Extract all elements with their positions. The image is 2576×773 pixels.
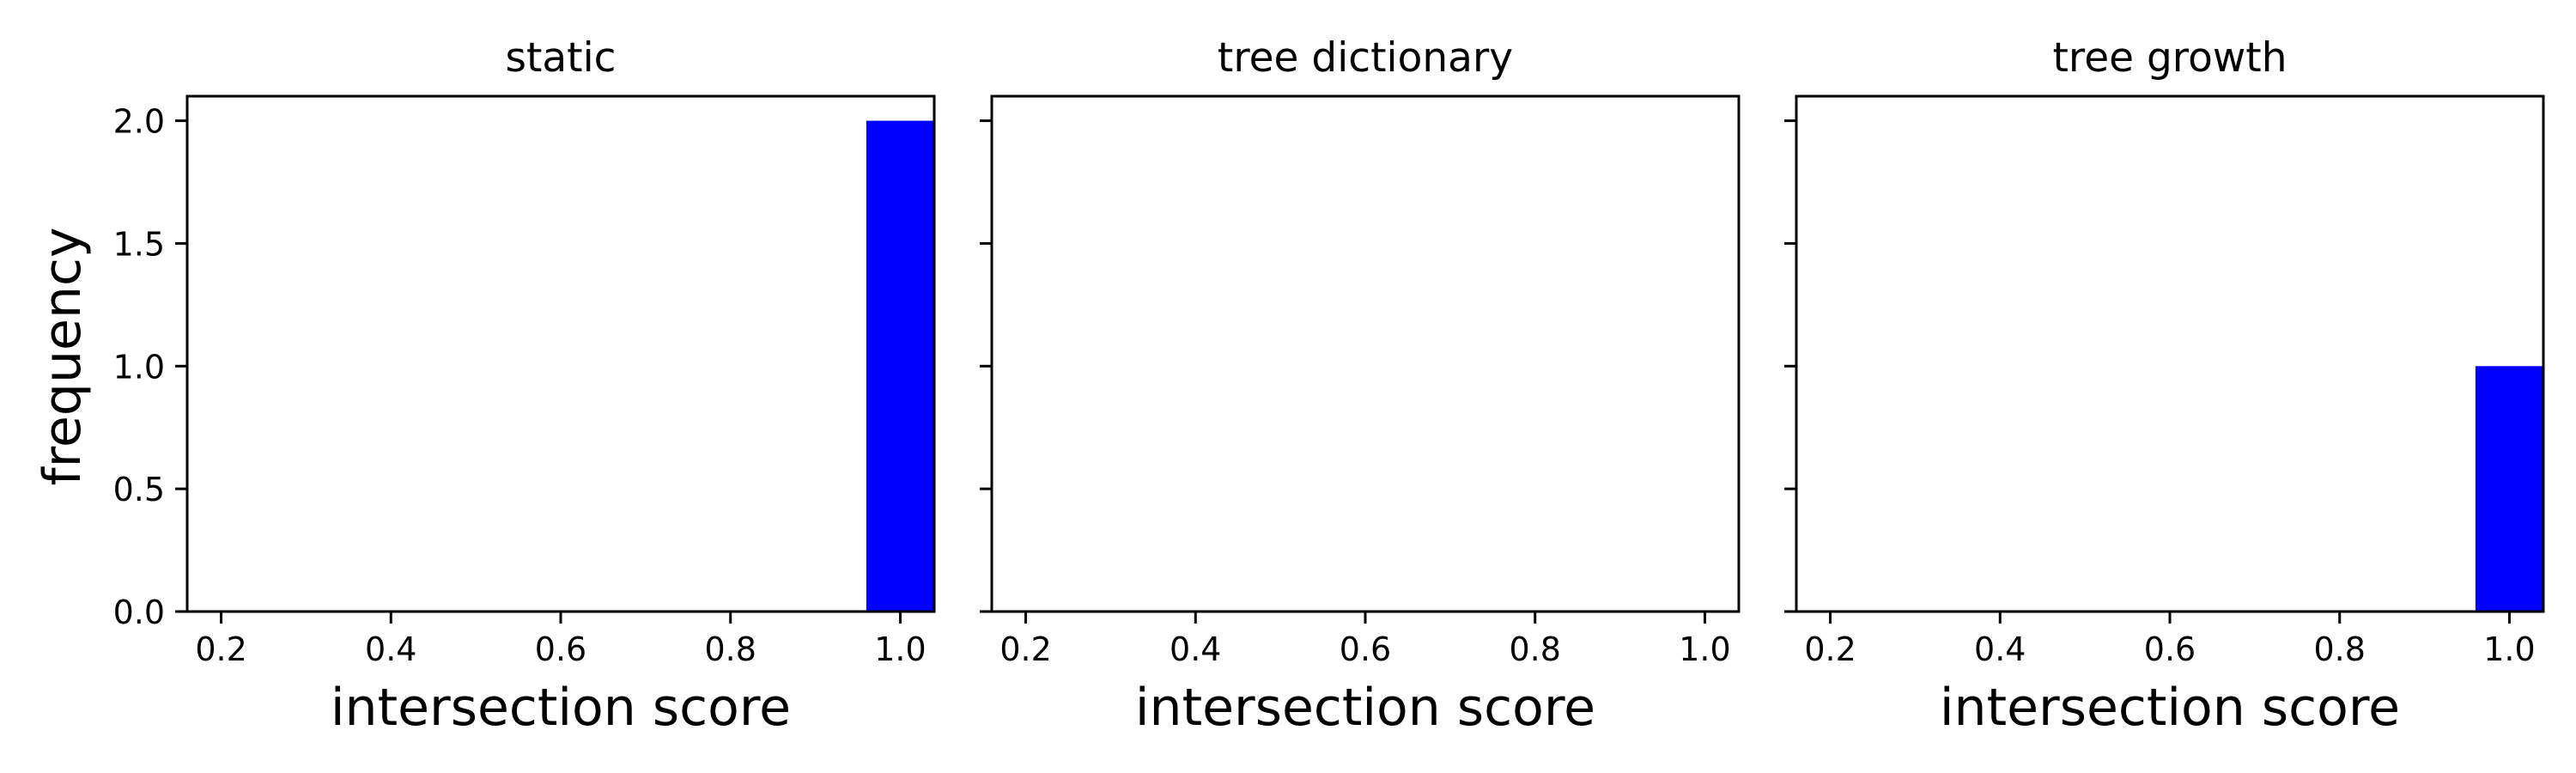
x-axis-label: intersection score (331, 678, 791, 738)
panel-title: tree dictionary (1218, 34, 1513, 82)
y-tick-label: 2.0 (113, 103, 165, 141)
x-tick-label: 0.4 (1974, 630, 2026, 668)
y-tick-label: 1.5 (113, 225, 165, 263)
x-tick-label: 0.8 (705, 630, 756, 668)
x-tick-label: 0.2 (1804, 630, 1856, 668)
axes-frame (1795, 94, 2545, 613)
y-tick-label: 1.0 (113, 348, 165, 386)
x-tick-label: 0.4 (1170, 630, 1221, 668)
y-axis-label: frequency (33, 228, 93, 486)
panel-1: 0.2 0.4 0.6 0.8 1.0 0.0 0.5 1.0 1.5 2.0 static inte… (113, 34, 936, 738)
panel-2: 0.2 0.4 0.6 0.8 1.0 tree dictionary intersecti… (980, 34, 1741, 738)
x-axis-label: intersection score (1940, 678, 2400, 738)
x-tick-label: 1.0 (874, 630, 926, 668)
axes-frame (185, 94, 936, 613)
panels: 0.2 0.4 0.6 0.8 1.0 0.0 0.5 1.0 1.5 2.0 static inte… (113, 34, 2545, 738)
x-tick-label: 0.2 (195, 630, 246, 668)
histogram-bar (2475, 366, 2543, 612)
panel-title: static (505, 34, 616, 82)
panel-3: 0.2 0.4 0.6 0.8 1.0 tree growth intersection s… (1784, 34, 2545, 738)
axes-frame (990, 94, 1741, 613)
x-tick-label: 0.4 (365, 630, 416, 668)
x-tick-label: 0.6 (2144, 630, 2196, 668)
x-tick-label: 0.8 (1510, 630, 1561, 668)
x-tick-label: 1.0 (2483, 630, 2535, 668)
y-tick-label: 0.0 (113, 593, 165, 631)
x-tick-label: 0.6 (1340, 630, 1391, 668)
x-tick-label: 0.8 (2314, 630, 2366, 668)
histogram-bar (866, 120, 934, 612)
x-tick-label: 1.0 (1679, 630, 1730, 668)
x-tick-label: 0.6 (535, 630, 586, 668)
panel-title: tree growth (2052, 34, 2287, 82)
x-axis-label: intersection score (1135, 678, 1595, 738)
x-tick-label: 0.2 (999, 630, 1051, 668)
y-tick-label: 0.5 (113, 471, 165, 508)
